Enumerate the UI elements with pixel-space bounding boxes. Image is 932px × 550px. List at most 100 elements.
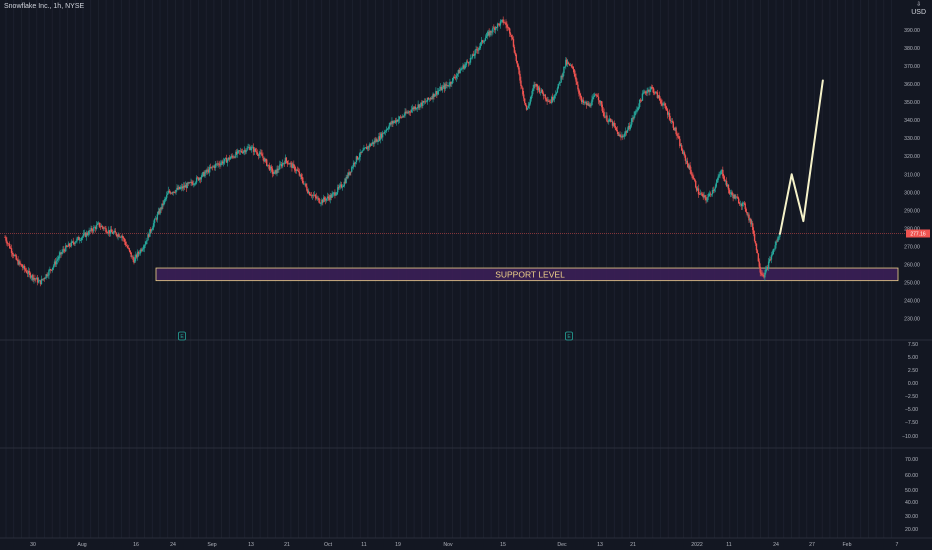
candle (212, 166, 215, 167)
candle (301, 177, 303, 181)
candle (703, 195, 705, 198)
candle (753, 233, 756, 242)
candle (12, 254, 15, 256)
time-tick-label: Feb (843, 542, 852, 548)
candle (8, 243, 10, 245)
candle (251, 147, 253, 149)
candle (568, 63, 571, 66)
candle (159, 208, 161, 214)
candle (593, 96, 595, 98)
candle (476, 49, 478, 51)
candle (237, 150, 240, 151)
candle (20, 263, 22, 265)
candle (516, 60, 518, 65)
pane2-tick-label: −2.50 (905, 394, 918, 400)
candle (591, 99, 593, 106)
candle (134, 257, 136, 263)
candle (770, 255, 773, 260)
candle (681, 150, 684, 154)
candle (25, 270, 28, 273)
candle (755, 243, 758, 251)
candle (126, 245, 129, 248)
candle (672, 122, 674, 128)
candle (366, 147, 368, 150)
candle (158, 211, 160, 214)
earnings-marker[interactable] (178, 331, 186, 341)
support-zone[interactable] (155, 267, 899, 282)
candle (259, 152, 261, 155)
candle (383, 131, 386, 134)
candle (739, 203, 742, 205)
candle (623, 133, 626, 137)
candle (151, 229, 153, 232)
candle (471, 54, 474, 58)
candle (695, 180, 697, 188)
candle (191, 181, 193, 184)
candle (251, 146, 254, 148)
candle (233, 156, 235, 158)
candle (285, 157, 288, 161)
candle (249, 147, 251, 150)
candle (41, 278, 44, 280)
candle (24, 269, 27, 271)
candle (366, 146, 369, 150)
candle (526, 107, 529, 110)
candle (66, 246, 69, 248)
candle (319, 202, 321, 204)
candle (412, 107, 415, 110)
candle (121, 236, 123, 238)
time-tick-label: Sep (207, 542, 216, 548)
candle (740, 203, 743, 207)
earnings-marker[interactable] (565, 331, 573, 341)
candle (144, 244, 146, 246)
candle (303, 183, 305, 185)
candle (216, 163, 218, 165)
support-level-label: SUPPORT LEVEL (495, 269, 565, 279)
candle (420, 102, 422, 105)
candle (641, 93, 644, 101)
candle (437, 90, 440, 92)
candle (776, 241, 778, 243)
candle (102, 227, 104, 229)
candle (748, 214, 750, 221)
candle (36, 277, 38, 280)
price-tick-label: 230.00 (904, 317, 920, 323)
candle (73, 242, 75, 244)
candle (443, 85, 445, 90)
candle (46, 274, 48, 276)
candle (765, 269, 767, 273)
candle (155, 218, 158, 220)
projection-line[interactable] (779, 79, 824, 235)
candle (580, 95, 582, 98)
candle (705, 197, 707, 201)
candle (294, 165, 296, 171)
candle (396, 119, 399, 122)
candle (310, 195, 313, 197)
candle (550, 102, 552, 103)
candle (4, 237, 6, 238)
candle (263, 157, 265, 162)
candle (477, 50, 479, 51)
candle (632, 118, 634, 119)
candle (598, 100, 601, 103)
candle (106, 232, 108, 233)
candle (40, 278, 43, 285)
candle (332, 193, 334, 195)
candle (735, 196, 737, 199)
candle (548, 100, 550, 102)
currency-label[interactable]: ⇩ USD (911, 2, 926, 16)
candle (415, 108, 417, 110)
candle (89, 230, 91, 232)
candle (555, 92, 558, 95)
candle (680, 145, 682, 147)
candle (140, 249, 143, 251)
candle (615, 127, 617, 131)
candle (308, 192, 310, 194)
candle (34, 278, 36, 279)
candle (458, 70, 460, 74)
candle (171, 192, 174, 194)
candle (645, 92, 647, 94)
candle (30, 277, 32, 278)
candle (497, 23, 500, 25)
